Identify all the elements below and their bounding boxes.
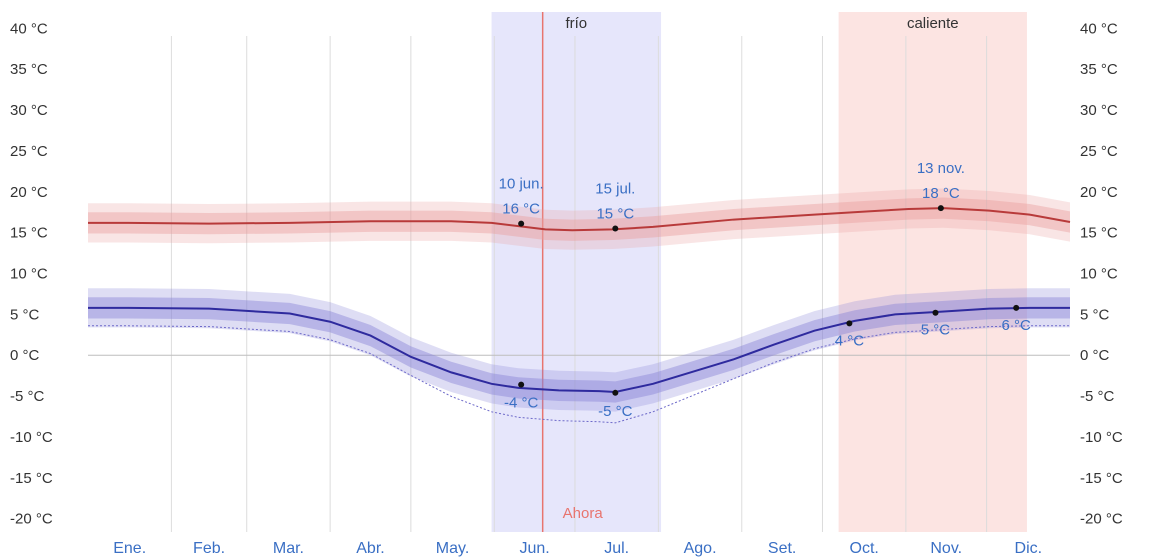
series-1-spread-band xyxy=(88,288,1070,412)
y-tick-label-left: -15 °C xyxy=(10,470,53,487)
annotation-label: 5 °C xyxy=(921,322,951,339)
series-0-line xyxy=(88,207,1071,232)
y-tick-label-left: 35 °C xyxy=(10,61,48,78)
series-0-spread-band xyxy=(88,188,1070,250)
y-tick-label-right: 15 °C xyxy=(1080,225,1118,242)
annotation-label: -5 °C xyxy=(598,403,633,420)
annotation-label: -4 °C xyxy=(504,395,539,412)
data-point xyxy=(612,389,619,396)
y-tick-label-left: 25 °C xyxy=(10,143,48,160)
series-0-spread-band xyxy=(88,197,1070,241)
data-point xyxy=(937,205,944,212)
annotation-label: 18 °C xyxy=(922,185,960,202)
y-tick-label-right: 0 °C xyxy=(1080,347,1110,364)
season-bands xyxy=(491,12,1027,532)
annotation-label: 10 jun. xyxy=(499,176,544,193)
season-band-1 xyxy=(838,12,1027,532)
month-label: Mar. xyxy=(273,540,304,557)
y-tick-label-left: -5 °C xyxy=(10,388,45,405)
y-tick-label-left: 15 °C xyxy=(10,225,48,242)
y-tick-label-right: -15 °C xyxy=(1080,470,1123,487)
data-point xyxy=(612,225,619,232)
y-tick-label-left: 20 °C xyxy=(10,184,48,201)
month-label: Jun. xyxy=(519,540,549,557)
annotation-label: 15 jul. xyxy=(595,181,635,198)
y-tick-label-right: 30 °C xyxy=(1080,102,1118,119)
y-tick-label-right: 20 °C xyxy=(1080,184,1118,201)
y-tick-label-left: 10 °C xyxy=(10,266,48,283)
y-tick-label-right: 35 °C xyxy=(1080,61,1118,78)
grid xyxy=(88,12,1070,532)
month-label: Nov. xyxy=(930,540,962,557)
month-label: Jul. xyxy=(604,540,629,557)
y-tick-label-right: 10 °C xyxy=(1080,266,1118,283)
season-label-0: frío xyxy=(565,15,587,32)
y-tick-label-right: 5 °C xyxy=(1080,306,1110,323)
y-tick-label-right: -20 °C xyxy=(1080,511,1123,528)
month-label: Oct. xyxy=(850,540,879,557)
labels-layer: frío caliente Ene. Feb. Mar. Abr. May. Jun. Jul.… xyxy=(10,15,1123,557)
y-tick-label-right: 40 °C xyxy=(1080,20,1118,37)
series-layer xyxy=(88,188,1071,424)
y-tick-label-right: -10 °C xyxy=(1080,429,1123,446)
y-tick-label-left: 0 °C xyxy=(10,347,40,364)
annotation-label: 15 °C xyxy=(596,206,634,223)
month-label: May. xyxy=(436,540,469,557)
data-point xyxy=(846,320,853,327)
y-tick-label-right: 25 °C xyxy=(1080,143,1118,160)
month-label: Ago. xyxy=(684,540,717,557)
month-label: Set. xyxy=(768,540,796,557)
data-point xyxy=(518,381,525,388)
annotation-label: 6 °C xyxy=(1002,317,1032,334)
season-band-0 xyxy=(491,12,662,532)
now-label: Ahora xyxy=(563,505,604,522)
y-tick-label-right: -5 °C xyxy=(1080,388,1115,405)
data-point xyxy=(932,309,939,316)
y-tick-label-left: 5 °C xyxy=(10,306,40,323)
annotation-label: 16 °C xyxy=(502,201,540,218)
month-label: Feb. xyxy=(193,540,225,557)
month-label: Dic. xyxy=(1015,540,1043,557)
y-tick-label-left: -20 °C xyxy=(10,511,53,528)
season-label-1: caliente xyxy=(907,15,959,32)
month-label: Abr. xyxy=(356,540,384,557)
data-point xyxy=(1013,304,1020,311)
annotation-label: 4 °C xyxy=(835,332,865,349)
data-point xyxy=(518,220,525,227)
annotation-label: 13 nov. xyxy=(917,160,965,177)
series-1-extreme-line xyxy=(88,325,1070,424)
month-label: Ene. xyxy=(113,540,146,557)
y-tick-label-left: 30 °C xyxy=(10,102,48,119)
y-tick-label-left: -10 °C xyxy=(10,429,53,446)
y-tick-label-left: 40 °C xyxy=(10,20,48,37)
series-1-line xyxy=(88,306,1070,393)
